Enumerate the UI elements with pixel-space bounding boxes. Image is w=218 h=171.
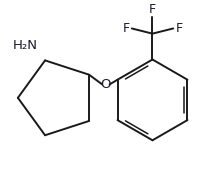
Text: F: F bbox=[149, 3, 156, 16]
Text: O: O bbox=[101, 78, 111, 91]
Text: F: F bbox=[175, 22, 182, 35]
Text: F: F bbox=[123, 22, 130, 35]
Text: H₂N: H₂N bbox=[13, 39, 38, 52]
